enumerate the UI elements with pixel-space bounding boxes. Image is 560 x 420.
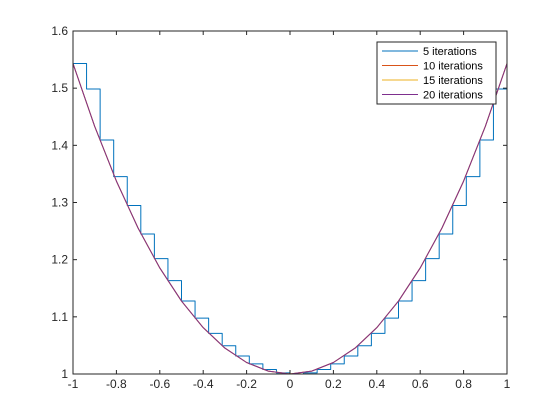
x-axis: -1 -0.8 -0.6 -0.4 -0.2 0 0.2 0.4 0.6 0.8 1 [68, 31, 511, 391]
x-tick-label: 0.8 [455, 377, 472, 391]
y-tick-label: 1.5 [51, 81, 68, 95]
y-axis: 1 1.1 1.2 1.3 1.4 1.5 1.6 [51, 24, 507, 381]
legend-label: 10 iterations [423, 61, 483, 73]
x-tick-label: -1 [68, 377, 79, 391]
y-tick-label: 1.1 [51, 310, 68, 324]
x-tick-label: 0.4 [368, 377, 385, 391]
legend-label: 15 iterations [423, 75, 483, 87]
legend-box [376, 41, 497, 105]
x-tick-label: 0.2 [325, 377, 342, 391]
x-tick-label: -0.4 [193, 377, 214, 391]
y-tick-label: 1 [61, 367, 68, 381]
y-tick-label: 1.6 [51, 24, 68, 38]
legend: 5 iterations 10 iterations 15 iterations 20… [376, 41, 497, 105]
x-tick-label: 0 [287, 377, 294, 391]
y-tick-label: 1.3 [51, 196, 68, 210]
legend-label: 20 iterations [423, 90, 483, 102]
x-tick-label: 1 [504, 377, 511, 391]
x-tick-label: -0.6 [149, 377, 170, 391]
y-tick-label: 1.4 [51, 138, 68, 152]
x-tick-label: -0.8 [106, 377, 127, 391]
x-tick-label: 0.6 [412, 377, 429, 391]
y-tick-label: 1.2 [51, 253, 68, 267]
legend-label: 5 iterations [423, 46, 477, 58]
x-tick-label: -0.2 [236, 377, 257, 391]
